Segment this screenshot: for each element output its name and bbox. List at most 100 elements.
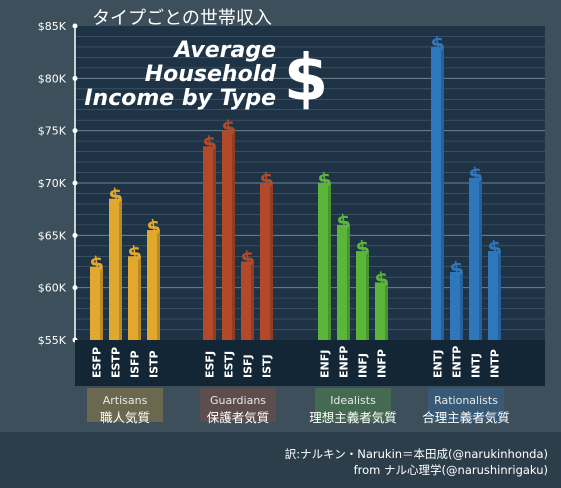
- bar-estj: [222, 130, 235, 340]
- bar-dollar-icon: $: [145, 214, 162, 240]
- bar-dollar-icon: $: [316, 167, 333, 193]
- title-line-income: Income by Type: [84, 86, 276, 111]
- bar-shade: [213, 146, 216, 340]
- y-tick-mark: [72, 232, 78, 238]
- y-tick-labels: $55K $60K $65K $70K $75K $80K $85K: [38, 20, 78, 347]
- y-tick-label: $75K: [38, 125, 67, 138]
- bar-dollar-icon: $: [258, 167, 275, 193]
- bar-isfj: [241, 261, 254, 340]
- y-tick-label: $55K: [38, 334, 67, 347]
- type-label-intj: INTJ: [470, 353, 483, 378]
- credit-line-1: 訳:ナルキン・Narukin＝本田成(@narukinhonda): [285, 447, 548, 461]
- bar-dollar-icon: $: [88, 251, 105, 277]
- bar-shade: [366, 251, 369, 340]
- bar-isfp: [128, 256, 141, 340]
- type-label-entp: ENTP: [451, 346, 464, 378]
- y-tick-mark: [72, 128, 78, 134]
- bar-shade: [232, 130, 235, 340]
- y-tick-mark: [72, 285, 78, 291]
- group-box-guardians: [200, 388, 276, 422]
- group-jp-name-idealists: 理想主義者気質: [309, 410, 397, 425]
- bar-infj: [356, 251, 369, 340]
- y-tick-label: $70K: [38, 177, 67, 190]
- type-label-enfj: ENFJ: [319, 350, 332, 378]
- type-label-infj: INFJ: [357, 353, 370, 378]
- type-label-istj: ISTJ: [261, 354, 274, 378]
- bar-shade: [347, 224, 350, 340]
- bar-esfj: [203, 146, 216, 340]
- group-name-rationalists: Rationalists: [434, 394, 498, 407]
- bar-esfp: [90, 266, 103, 340]
- bar-shade: [460, 271, 463, 340]
- group-jp-name-rationalists: 合理主義者気質: [422, 410, 510, 425]
- type-label-estj: ESTJ: [223, 351, 236, 378]
- bar-entj: [431, 46, 444, 340]
- bar-dollar-icon: $: [429, 31, 446, 57]
- group-labels: Artisans 職人気質 Guardians 保護者気質 Idealists 理想主義者…: [87, 388, 510, 425]
- group-name-idealists: Idealists: [330, 394, 376, 407]
- bar-shade: [251, 261, 254, 340]
- bar-enfp: [337, 224, 350, 340]
- bar-infp: [375, 282, 388, 340]
- bar-shade: [138, 256, 141, 340]
- bar-dollar-icon: $: [373, 267, 390, 293]
- bar-shade: [441, 46, 444, 340]
- credit-line-2: from ナル心理学(@narushinrigaku): [354, 463, 548, 477]
- type-label-istp: ISTP: [148, 350, 161, 378]
- bar-dollar-icon: $: [239, 246, 256, 272]
- y-tick-label: $65K: [38, 229, 67, 242]
- bar-shade: [498, 251, 501, 340]
- type-label-entj: ENTJ: [432, 350, 445, 378]
- bar-dollar-icon: $: [448, 256, 465, 282]
- title-line-household: Household: [145, 62, 277, 87]
- bar-dollar-icon: $: [354, 235, 371, 261]
- bar-entp: [450, 271, 463, 340]
- bar-shade: [479, 177, 482, 340]
- type-label-isfp: ISFP: [129, 350, 142, 378]
- type-label-band: [75, 340, 545, 386]
- group-name-artisans: Artisans: [103, 394, 148, 407]
- title-line-average: Average: [173, 38, 277, 63]
- dollar-sign-icon: $: [284, 42, 329, 116]
- group-jp-name-guardians: 保護者気質: [207, 410, 270, 425]
- y-tick-label: $80K: [38, 72, 67, 85]
- bar-dollar-icon: $: [220, 115, 237, 141]
- group-box-artisans: [87, 388, 163, 422]
- type-label-estp: ESTP: [110, 347, 123, 378]
- y-tick-mark: [72, 180, 78, 186]
- y-tick-label: $85K: [38, 20, 67, 33]
- type-label-esfj: ESFJ: [204, 351, 217, 378]
- bar-shade: [270, 183, 273, 340]
- type-labels: ESFP ESTP ISFP ISTP ESFJ ESTJ ISFJ ISTJ ENFJ ENFP…: [91, 346, 502, 378]
- bar-dollar-icon: $: [486, 235, 503, 261]
- jp-title: タイプごとの世帯収入: [92, 8, 272, 29]
- bar-dollar-icon: $: [126, 240, 143, 266]
- bar-intp: [488, 251, 501, 340]
- group-box-rationalists: [428, 388, 504, 422]
- type-label-isfj: ISFJ: [242, 354, 255, 378]
- bar-istj: [260, 183, 273, 340]
- bar-dollar-icon: $: [107, 183, 124, 209]
- type-label-enfp: ENFP: [338, 346, 351, 378]
- english-title: Average Household Income by Type: [84, 38, 276, 111]
- bar-shade: [100, 266, 103, 340]
- bar-istp: [147, 230, 160, 340]
- bars: $$$$$$$$ $$$$$$$$: [88, 31, 503, 340]
- y-tick-mark: [72, 23, 78, 29]
- bar-shade: [157, 230, 160, 340]
- bar-enfj: [318, 183, 331, 340]
- credit-band: [0, 432, 561, 488]
- bar-dollar-icon: $: [335, 209, 352, 235]
- bar-dollar-icon: $: [467, 162, 484, 188]
- type-label-intp: INTP: [489, 349, 502, 378]
- bar-estp: [109, 198, 122, 340]
- bar-intj: [469, 177, 482, 340]
- y-tick-mark: [72, 75, 78, 81]
- group-jp-name-artisans: 職人気質: [100, 410, 150, 425]
- type-label-esfp: ESFP: [91, 347, 104, 378]
- bar-shade: [385, 282, 388, 340]
- group-box-idealists: [315, 388, 391, 422]
- type-label-infp: INFP: [376, 349, 389, 378]
